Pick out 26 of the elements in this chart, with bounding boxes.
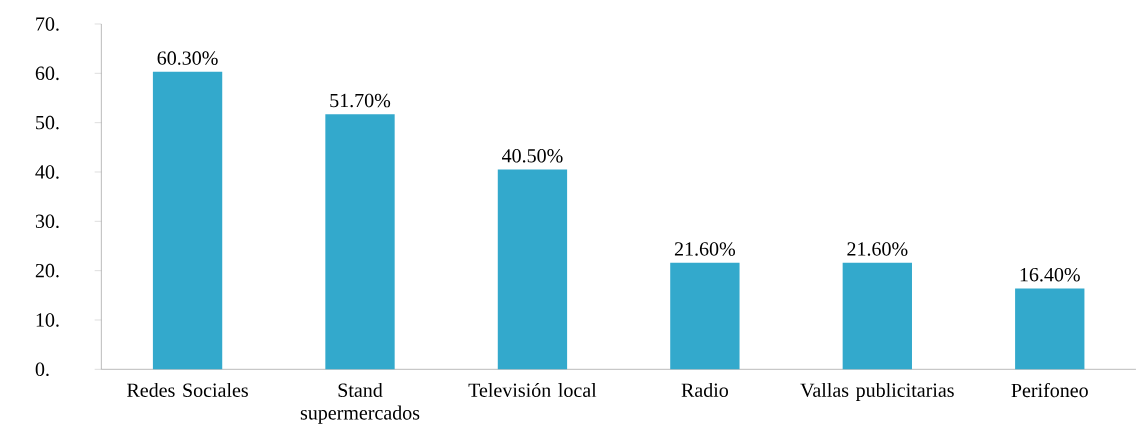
x-tick-label: Perifoneo: [1011, 382, 1088, 398]
y-tick-label: 0.: [35, 362, 49, 376]
x-tick-label: Redes Sociales: [127, 382, 248, 397]
data-label: 60.30%: [157, 51, 218, 65]
data-label: 21.60%: [847, 242, 908, 256]
data-label: 40.50%: [502, 148, 563, 163]
y-tick-label: 30.: [35, 214, 59, 228]
bar: [1015, 288, 1085, 370]
data-label: 16.40%: [1020, 267, 1080, 282]
bar: [325, 114, 395, 370]
bar: [497, 169, 568, 370]
bar: [842, 262, 912, 370]
bar: [670, 262, 740, 370]
y-tick-label: 40.: [35, 165, 59, 179]
bar: [152, 71, 223, 370]
x-tick-label: Radio: [681, 382, 729, 397]
data-label: 21.60%: [674, 242, 736, 256]
x-tick-label: Televisión local: [468, 382, 597, 397]
y-tick-label: 70.: [36, 17, 59, 31]
x-tick-label: Vallas publicitarias: [800, 382, 954, 401]
y-tick-label: 50.: [36, 115, 59, 130]
y-tick-label: 60.: [35, 66, 59, 80]
y-tick-label: 10.: [36, 313, 59, 327]
y-tick-label: 20.: [35, 263, 59, 278]
data-label: 51.70%: [330, 93, 391, 108]
x-tick-label: Stand supermercados: [300, 382, 420, 424]
